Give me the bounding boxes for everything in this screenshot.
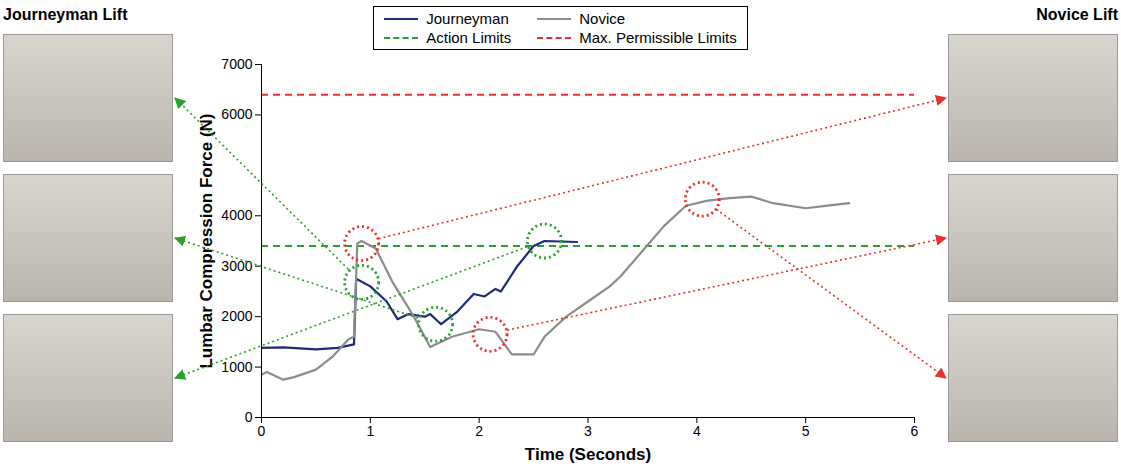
svg-text:4000: 4000: [221, 207, 252, 223]
html-text:Action Limits: Action Limits: [426, 29, 512, 46]
html-text:Novice: Novice: [579, 10, 626, 27]
svg-text:2: 2: [475, 423, 483, 439]
svg-text:3: 3: [584, 423, 592, 439]
svg-text:6: 6: [911, 423, 919, 439]
svg-text:0: 0: [245, 409, 253, 425]
html-text:Novice Lift: Novice Lift: [1036, 6, 1118, 23]
html-text:Journeyman Lift: Journeyman Lift: [3, 6, 128, 23]
svg-text:Time (Seconds): Time (Seconds): [525, 445, 651, 464]
html-text:Journeyman: Journeyman: [426, 10, 509, 27]
svg-text:6000: 6000: [221, 106, 252, 122]
svg-text:Lumbar Compression Force (N): Lumbar Compression Force (N): [197, 113, 216, 368]
svg-text:1: 1: [366, 423, 374, 439]
svg-text:2000: 2000: [221, 308, 252, 324]
svg-text:7000: 7000: [221, 56, 252, 72]
html-text:Max. Permissible Limits: Max. Permissible Limits: [579, 29, 737, 46]
svg-text:3000: 3000: [221, 258, 252, 274]
svg-text:4: 4: [693, 423, 701, 439]
svg-text:1000: 1000: [221, 359, 252, 375]
svg-text:5: 5: [802, 423, 810, 439]
svg-text:0: 0: [258, 423, 266, 439]
